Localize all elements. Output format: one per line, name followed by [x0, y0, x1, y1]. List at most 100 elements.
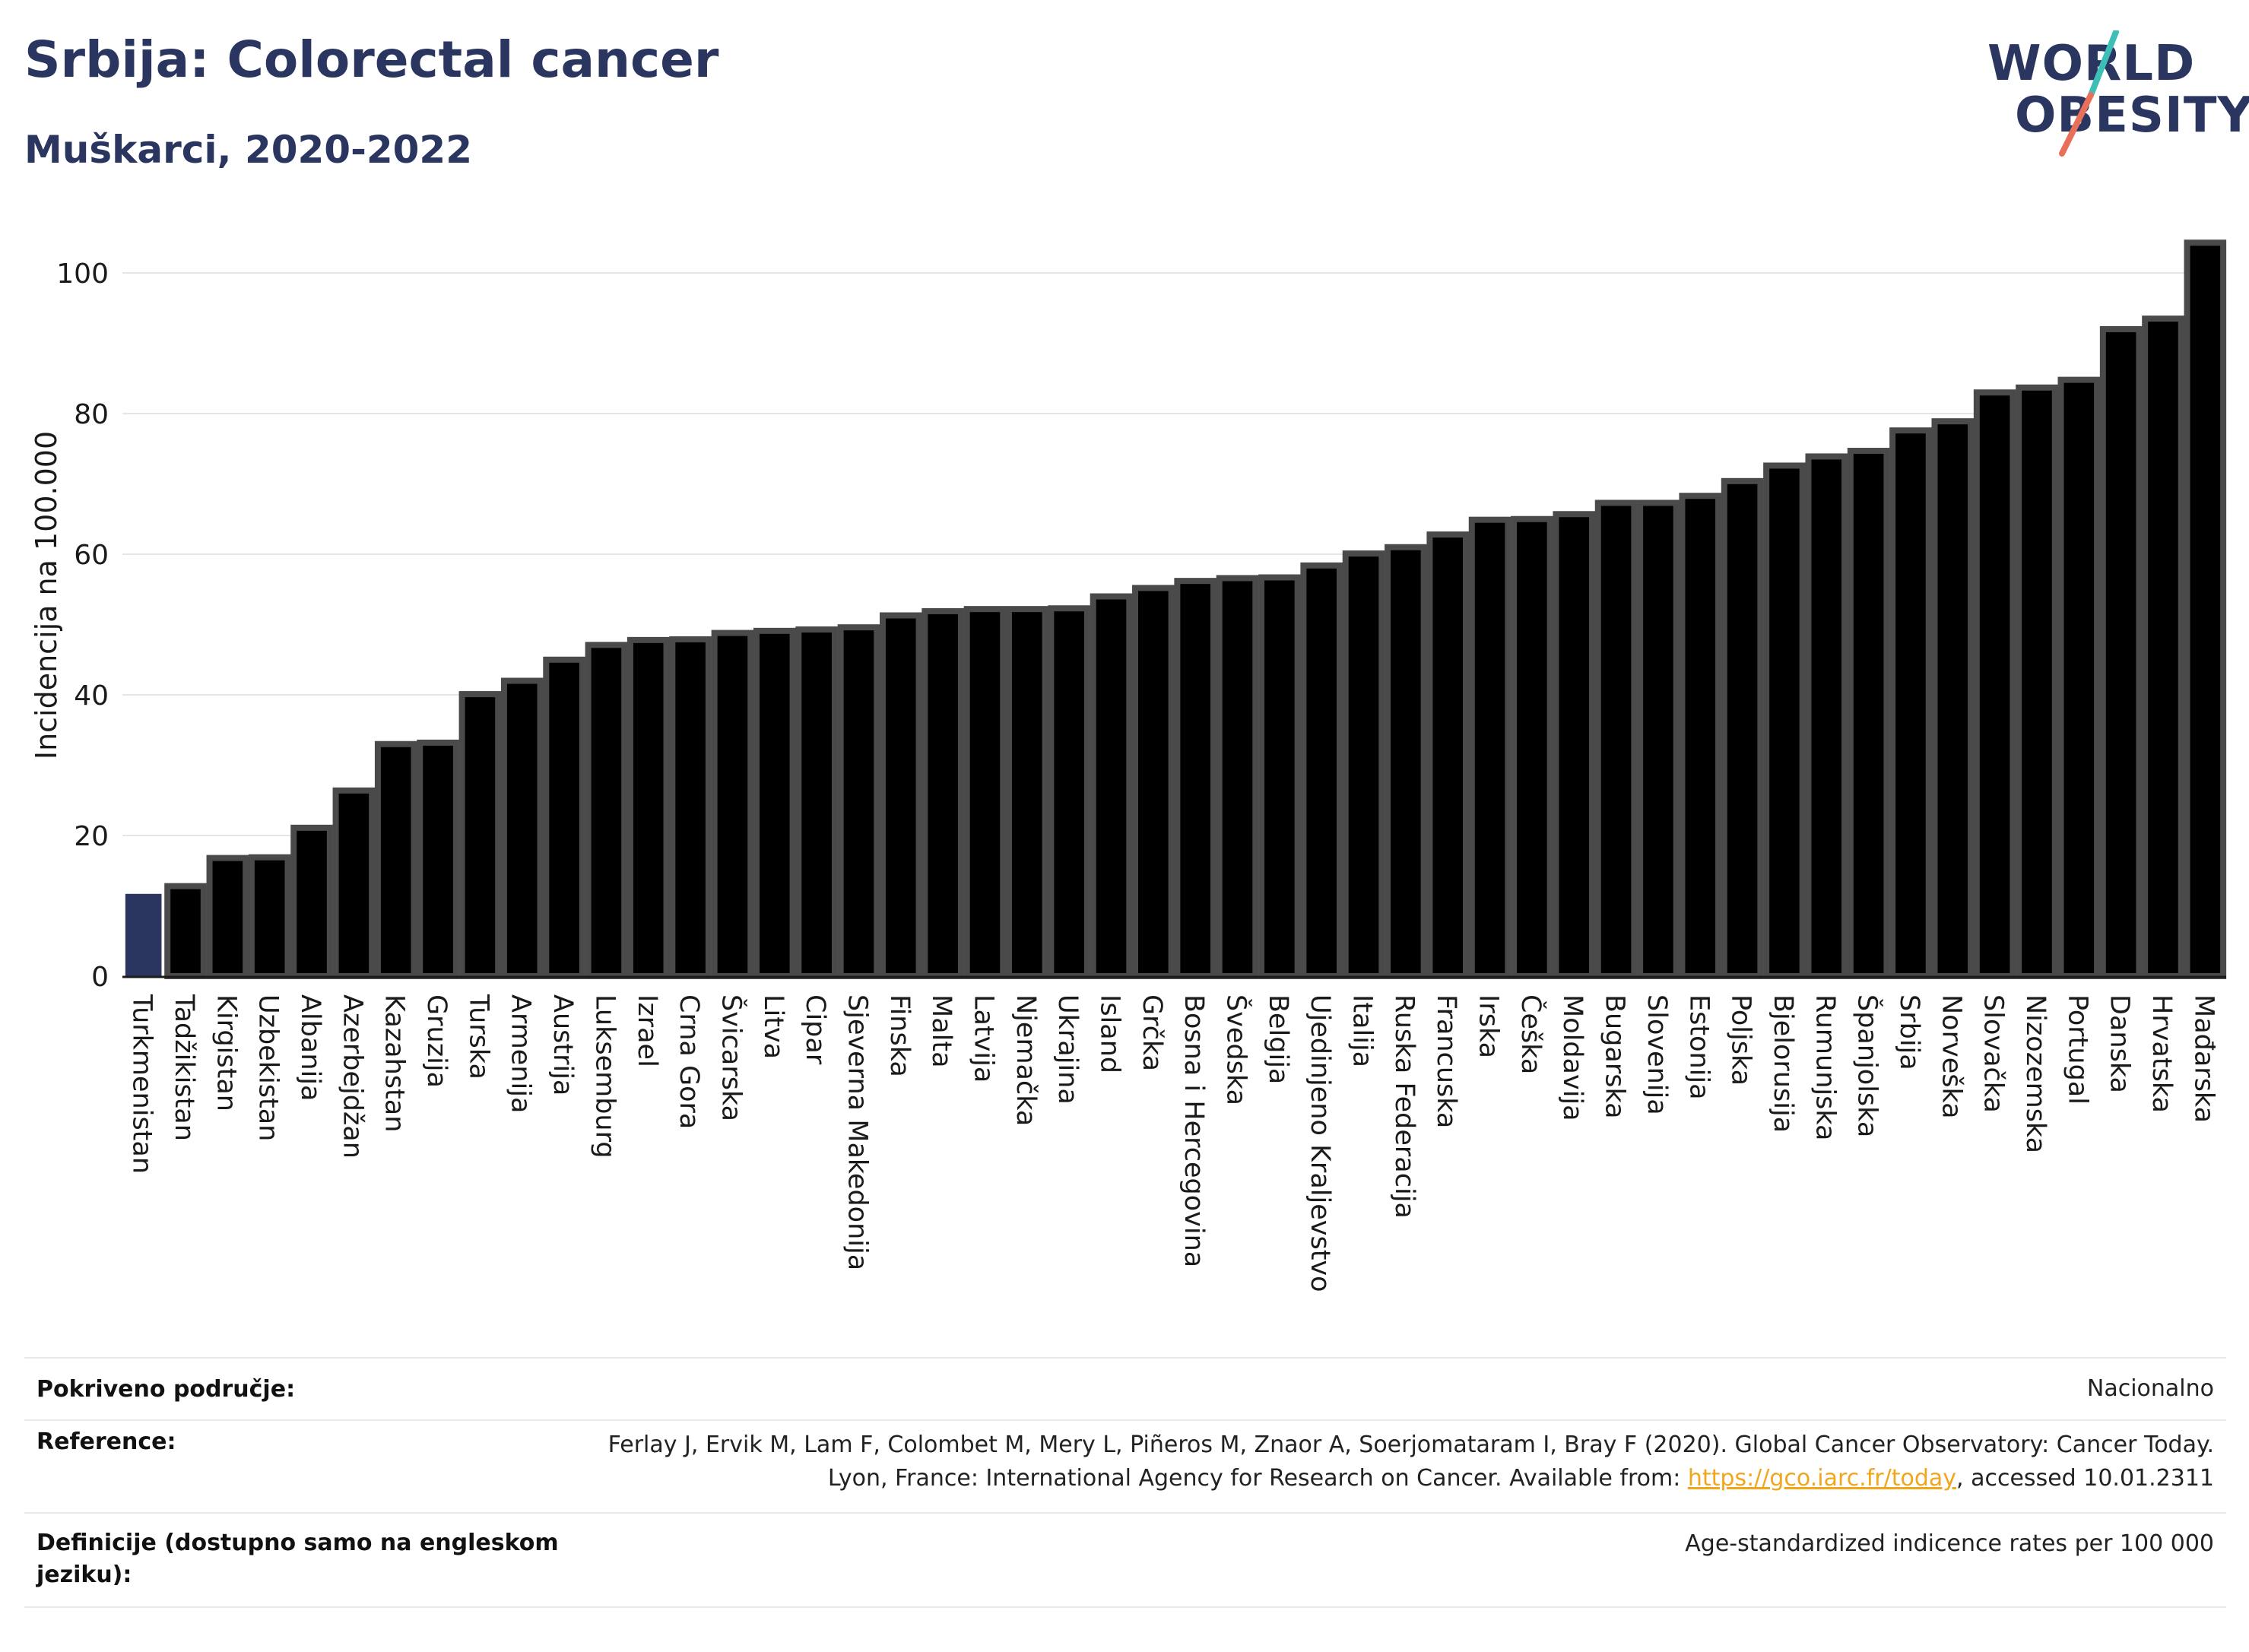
- footer-row-reference: Reference: Ferlay J, Ervik M, Lam F, Col…: [24, 1419, 2226, 1512]
- y-tick-label: 60: [74, 540, 109, 571]
- bar: [1889, 427, 1932, 979]
- world-obesity-logo[interactable]: WORLD OBESITY: [1977, 30, 2249, 160]
- x-tick-label: Portugal: [2062, 994, 2092, 1105]
- x-tick-label: Srbija: [1894, 994, 1924, 1070]
- bar: [1763, 462, 1806, 979]
- x-tick-label: Litva: [758, 994, 788, 1059]
- x-tick-label: Hrvatska: [2146, 994, 2177, 1113]
- x-tick-label: Sjeverna Makedonija: [842, 994, 872, 1270]
- bars: [125, 239, 2227, 980]
- bar: [2016, 384, 2058, 979]
- x-tick-label: Bugarska: [1600, 994, 1630, 1119]
- bar: [669, 636, 712, 979]
- x-tick-label: Kirgistan: [211, 994, 241, 1111]
- bar: [458, 691, 502, 979]
- bar: [1721, 477, 1764, 979]
- bar: [1468, 516, 1511, 979]
- definitions-label: Definicije (dostupno samo na engleskom j…: [36, 1530, 559, 1588]
- x-tick-label: Španjolska: [1852, 994, 1884, 1137]
- x-tick-label: Italija: [1347, 994, 1378, 1067]
- bar: [626, 636, 670, 979]
- y-axis-ticks: 0 20 40 60 80 100: [56, 258, 109, 993]
- footer-row-definitions: Definicije (dostupno samo na engleskom j…: [24, 1512, 2226, 1608]
- bar: [753, 627, 796, 979]
- bar: [332, 787, 376, 980]
- x-tick-label: Njemačka: [1010, 994, 1041, 1126]
- bar: [248, 854, 291, 980]
- x-tick-label: Finska: [884, 994, 915, 1077]
- x-tick-label: Grčka: [1137, 994, 1167, 1071]
- y-tick-label: 0: [91, 962, 109, 993]
- bar: [1174, 578, 1216, 979]
- y-tick-label: 20: [74, 821, 109, 852]
- x-tick-label: Belgija: [1263, 994, 1293, 1084]
- reference-value: Ferlay J, Ervik M, Lam F, Colombet M, Me…: [602, 1428, 2226, 1512]
- bar: [1048, 605, 1090, 979]
- bar: [125, 893, 162, 976]
- x-tick-label: Švedska: [1221, 994, 1253, 1105]
- y-tick-label: 100: [56, 258, 109, 290]
- bar: [543, 656, 585, 979]
- bar: [2142, 315, 2184, 979]
- bar: [1805, 453, 1848, 979]
- x-tick-label: Moldavija: [1557, 994, 1588, 1121]
- bar: [1132, 585, 1175, 980]
- x-tick-label: Luksemburg: [589, 994, 620, 1159]
- x-tick-label: Irska: [1473, 994, 1504, 1058]
- x-tick-label: Mađarska: [2188, 994, 2219, 1123]
- bar: [1385, 544, 1427, 979]
- bar: [963, 606, 1007, 980]
- x-tick-label: Poljska: [1726, 994, 1756, 1086]
- bar: [1426, 531, 1470, 979]
- page-title: Srbija: Colorectal cancer: [24, 30, 719, 89]
- bar: [921, 607, 964, 979]
- x-tick-label: Bosna i Hercegovina: [1178, 994, 1209, 1267]
- x-tick-label: Albanija: [295, 994, 325, 1101]
- bar: [1594, 499, 1638, 979]
- bar: [1216, 575, 1259, 979]
- bar: [1258, 574, 1301, 979]
- x-tick-label: Crna Gora: [674, 994, 704, 1129]
- x-tick-label: Slovačka: [1978, 994, 2009, 1113]
- x-tick-label: Cipar: [800, 994, 830, 1065]
- x-tick-label: Tadžikistan: [169, 994, 199, 1141]
- footer-table: Pokriveno područje: Nacionalno Reference…: [24, 1357, 2226, 1608]
- reference-link[interactable]: https://gco.iarc.fr/today: [1687, 1464, 1957, 1492]
- footer-row-coverage: Pokriveno područje: Nacionalno: [24, 1357, 2226, 1419]
- bar: [1847, 448, 1890, 979]
- bar: [417, 739, 459, 980]
- bar-chart: 0 20 40 60 80 100 Turkmenistan Tadžikistan Kirg…: [30, 239, 2227, 1292]
- bar: [2184, 239, 2227, 980]
- bar: [500, 677, 544, 979]
- bar: [1006, 606, 1048, 980]
- x-tick-label: Island: [1094, 994, 1124, 1073]
- bar: [164, 883, 207, 979]
- x-tick-label: Azerbejdžan: [337, 994, 367, 1159]
- logo-slash-icon: [2059, 30, 2119, 157]
- bar: [2057, 376, 2101, 980]
- reference-text-2: , accessed 10.01.2311: [1956, 1464, 2214, 1492]
- x-tick-label: Norveška: [1936, 994, 1966, 1119]
- bar: [206, 855, 249, 979]
- bar: [711, 629, 754, 979]
- bar: [1931, 418, 1975, 979]
- x-tick-label: Danska: [2105, 994, 2135, 1093]
- x-tick-label: Slovenija: [1642, 994, 1672, 1115]
- x-tick-label: Uzbekistan: [253, 994, 284, 1141]
- x-tick-label: Austrija: [547, 994, 578, 1096]
- x-tick-label: Ruska Federacija: [1389, 994, 1420, 1219]
- logo-text-world: WORLD: [1987, 36, 2196, 92]
- bar: [585, 642, 628, 979]
- x-tick-label: Ujedinjeno Kraljevstvo: [1305, 994, 1335, 1292]
- x-tick-label: Turkmenistan: [127, 994, 157, 1174]
- bar: [795, 626, 838, 979]
- bar: [290, 824, 333, 979]
- x-tick-label: Nizozemska: [2020, 994, 2051, 1153]
- x-tick-label: Francuska: [1431, 994, 1461, 1128]
- bar: [1637, 499, 1680, 979]
- x-tick-label: Turska: [463, 994, 493, 1080]
- reference-text-1: Ferlay J, Ervik M, Lam F, Colombet M, Me…: [607, 1432, 2214, 1492]
- bar: [1090, 593, 1133, 979]
- x-tick-label: Ukrajina: [1052, 994, 1083, 1105]
- x-axis-labels: Turkmenistan Tadžikistan Kirgistan Uzbekist…: [127, 994, 2219, 1292]
